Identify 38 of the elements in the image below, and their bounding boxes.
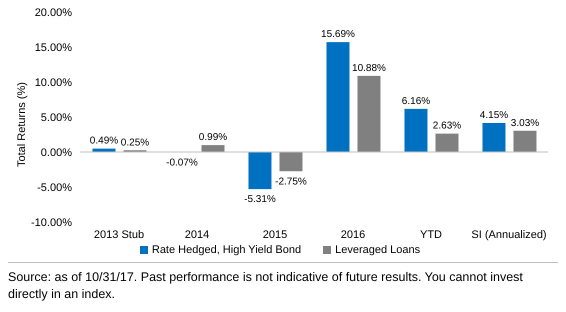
bar [326, 42, 350, 152]
x-tick-label: 2014 [184, 228, 210, 241]
bar [513, 130, 536, 152]
data-label: -5.31% [244, 194, 276, 206]
bar [279, 152, 302, 172]
data-label: 0.49% [90, 136, 118, 147]
data-label: 2.63% [432, 120, 462, 132]
data-label: -2.75% [275, 176, 307, 188]
legend-label: Rate Hedged, High Yield Bond [152, 244, 302, 256]
legend-label: Leveraged Loans [335, 244, 420, 256]
x-tick-label: 2015 [262, 228, 288, 241]
data-label: -0.07% [166, 157, 198, 168]
y-tick-label: -5.00% [37, 182, 72, 194]
y-tick-label: 20.00% [34, 6, 72, 19]
y-axis-title: Total Returns (%) [16, 82, 28, 167]
bar [435, 134, 458, 152]
y-tick-label: -10.00% [31, 216, 72, 229]
data-label: 6.16% [402, 96, 430, 107]
x-tick-label: 2016 [340, 228, 366, 241]
source-note: Source: as of 10/31/17. Past performance is not indicative of future results. You cannot invest directly in an index. [8, 269, 524, 303]
y-tick-label: 15.00% [34, 42, 72, 54]
data-label: 15.69% [321, 29, 356, 40]
data-label: 3.03% [510, 118, 540, 129]
bar [248, 152, 272, 190]
data-label: 0.25% [120, 137, 150, 148]
y-tick-label: 0.00% [40, 146, 72, 159]
data-label: 0.99% [198, 132, 228, 144]
data-label: 4.15% [480, 110, 508, 121]
bar [482, 122, 506, 152]
y-tick-label: 5.00% [40, 112, 72, 124]
x-tick-label: YTD [420, 228, 442, 241]
bar [404, 108, 428, 152]
x-tick-label: 2013 Stub [94, 228, 144, 241]
bar [201, 145, 224, 152]
data-label: 10.88% [352, 62, 386, 74]
y-tick-label: 10.00% [34, 76, 72, 89]
x-tick-label: SI (Annualized) [471, 228, 547, 241]
bar [357, 76, 380, 152]
